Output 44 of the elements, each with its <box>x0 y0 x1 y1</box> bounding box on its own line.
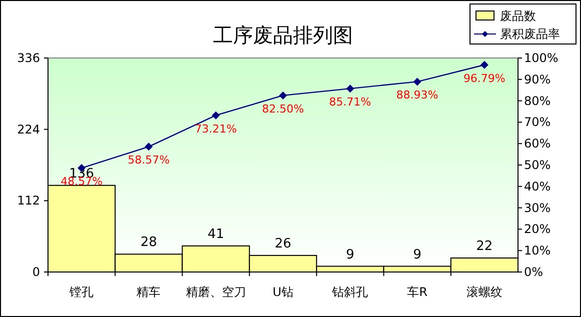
x-tick-label: 车R <box>407 285 428 299</box>
y-tick-label: 336 <box>17 51 40 65</box>
y2-tick-label: 0% <box>524 265 544 279</box>
x-tick-label: 滚螺纹 <box>466 285 502 299</box>
x-tick-label: 精磨、空刀 <box>186 285 246 299</box>
y-tick-label: 0 <box>32 265 40 279</box>
data-label: 96.79% <box>463 72 506 85</box>
legend-label: 累积废品率 <box>500 27 560 41</box>
y2-tick-label: 20% <box>524 222 551 236</box>
data-label: 58.57% <box>128 154 170 167</box>
y2-tick-label: 80% <box>524 94 551 108</box>
point <box>413 78 422 86</box>
data-label: 73.21% <box>194 122 237 136</box>
point <box>279 91 287 100</box>
point <box>144 142 153 151</box>
point <box>212 111 220 120</box>
data-label: 9 <box>413 247 422 262</box>
data-label: 26 <box>274 236 292 252</box>
y-tick-label: 112 <box>17 194 40 208</box>
y-tick-label: 224 <box>17 122 40 136</box>
data-label: 22 <box>476 238 493 254</box>
data-label: 88.93% <box>396 88 438 102</box>
data-label: 85.71% <box>329 96 372 109</box>
data-label: 28 <box>140 235 157 250</box>
legend-label: 废品数 <box>500 9 536 23</box>
chart-title: 工序废品排列图 <box>213 23 353 47</box>
point <box>346 84 354 93</box>
x-tick-label: 精车 <box>136 285 161 299</box>
y2-tick-label: 70% <box>524 115 551 130</box>
y2-tick-label: 30% <box>524 200 551 215</box>
y2-tick-label: 10% <box>524 244 551 258</box>
y2-tick-label: 90% <box>524 72 551 86</box>
x-tick-label: U钻 <box>272 285 294 299</box>
data-label: 82.50% <box>262 102 304 116</box>
point <box>480 60 488 69</box>
y2-tick-label: 60% <box>524 136 551 151</box>
y2-tick-label: 50% <box>524 158 551 172</box>
y2-tick-label: 40% <box>524 179 551 194</box>
data-label: 41 <box>208 226 224 242</box>
data-label: 48.57% <box>60 175 103 188</box>
data-label: 9 <box>346 247 354 262</box>
y2-tick-label: 100% <box>524 51 558 65</box>
x-tick-label: 钻斜孔 <box>331 285 368 299</box>
x-tick-label: 镗孔 <box>68 285 94 299</box>
